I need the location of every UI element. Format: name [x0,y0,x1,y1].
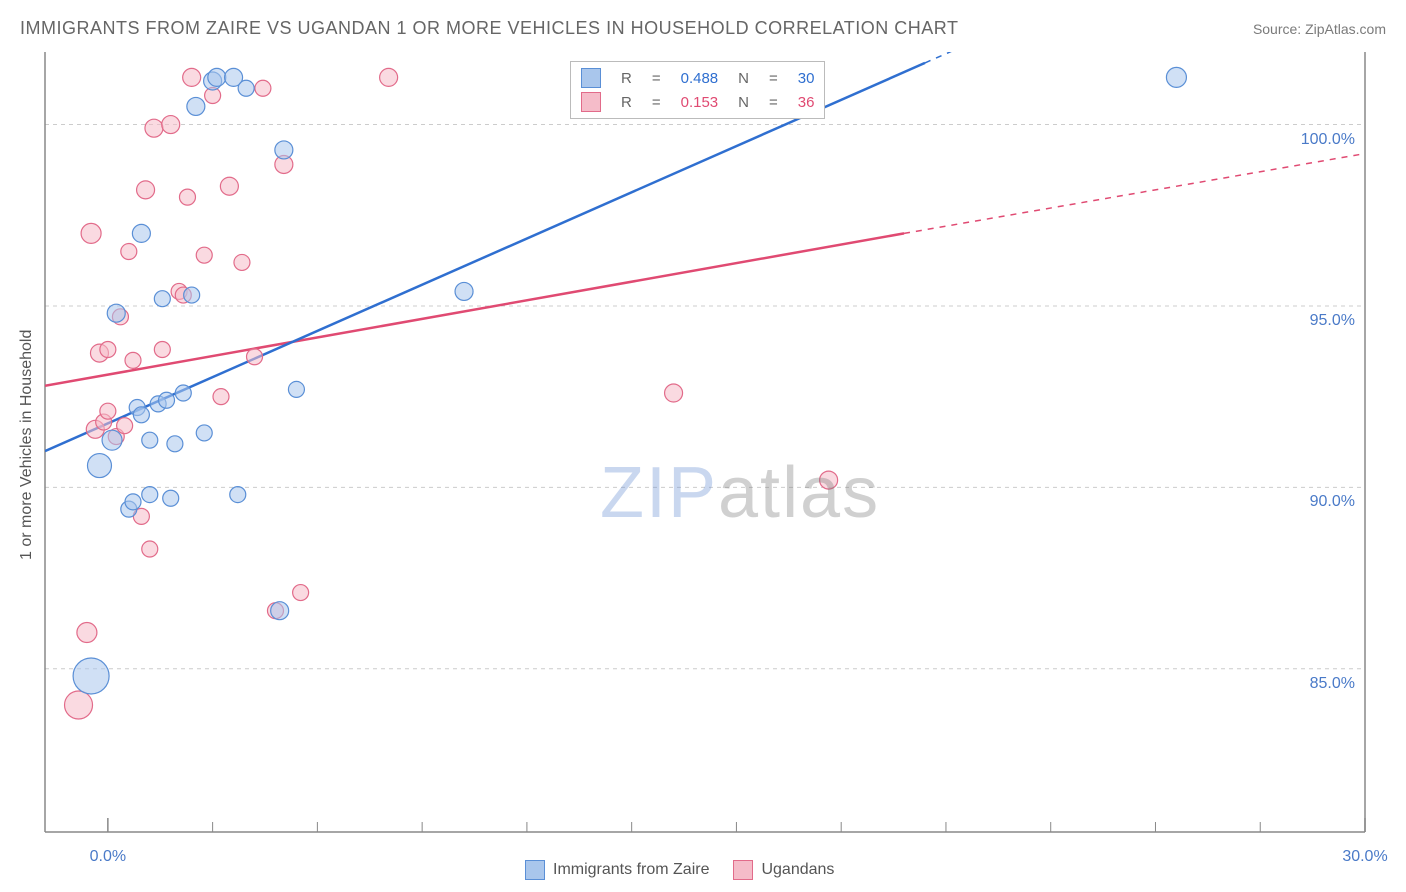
legend-swatch-ugandan [733,860,753,880]
legend-swatch-zaire [581,68,601,88]
legend-r-value-zaire: 0.488 [671,66,729,90]
legend-r-value-ugandan: 0.153 [671,90,729,114]
legend-n-value-ugandan: 36 [788,90,825,114]
watermark: ZIPatlas [600,452,880,534]
legend-series: Immigrants from Zaire Ugandans [525,860,834,880]
scatter-plot: ZIPatlasR=0.488N=30R=0.153N=36Immigrants… [45,52,1365,832]
legend-item-zaire: Immigrants from Zaire [525,860,709,880]
legend-n-label: N [728,66,759,90]
legend-label-ugandan: Ugandans [761,861,834,879]
legend-r-label: R [611,90,642,114]
chart-title: IMMIGRANTS FROM ZAIRE VS UGANDAN 1 OR MO… [20,18,958,39]
y-tick-label: 100.0% [1295,131,1355,149]
x-tick-label: 30.0% [1342,848,1387,866]
chart-source: Source: ZipAtlas.com [1253,21,1386,37]
legend-item-ugandan: Ugandans [733,860,834,880]
y-tick-label: 85.0% [1295,675,1355,693]
legend-correlation: R=0.488N=30R=0.153N=36 [570,61,825,119]
legend-swatch-ugandan [581,92,601,112]
legend-swatch-zaire [525,860,545,880]
x-tick-label: 0.0% [90,848,126,866]
legend-r-label: R [611,66,642,90]
legend-n-label: N [728,90,759,114]
legend-label-zaire: Immigrants from Zaire [553,861,709,879]
source-link[interactable]: ZipAtlas.com [1305,21,1386,37]
legend-n-value-zaire: 30 [788,66,825,90]
source-prefix: Source: [1253,21,1305,37]
y-tick-label: 95.0% [1295,312,1355,330]
y-tick-label: 90.0% [1295,493,1355,511]
y-axis-title: 1 or more Vehicles in Household [18,330,36,560]
